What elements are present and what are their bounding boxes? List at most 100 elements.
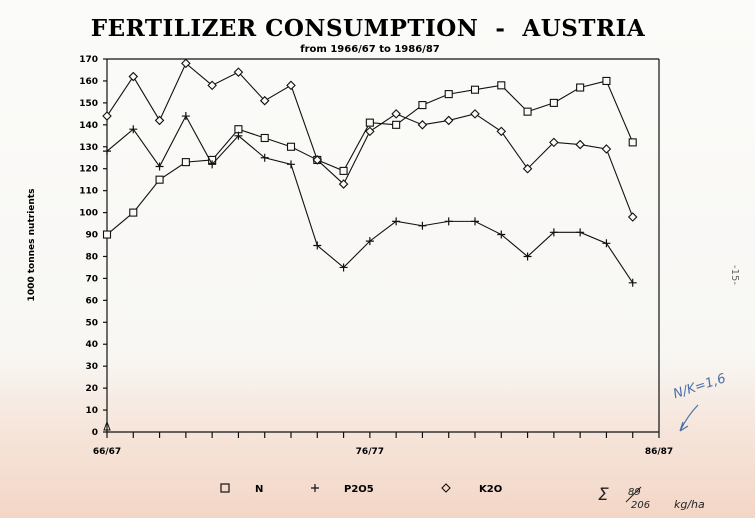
data-point-p2o5 bbox=[339, 263, 348, 272]
data-point-p2o5 bbox=[471, 217, 479, 226]
data-point-k2o bbox=[575, 139, 585, 150]
data-point-p2o5 bbox=[365, 237, 374, 246]
data-point-n bbox=[470, 85, 480, 94]
legend-marker-p2o5 bbox=[311, 484, 319, 492]
y-tick-label: 130 bbox=[79, 143, 98, 153]
data-point-p2o5 bbox=[155, 162, 164, 171]
data-point-p2o5 bbox=[497, 230, 506, 239]
y-tick-label: 60 bbox=[85, 296, 98, 306]
data-point-n bbox=[628, 138, 637, 147]
legend-label-n: N bbox=[255, 484, 263, 495]
handwritten-numerator: 89 bbox=[628, 487, 641, 498]
y-tick-label: 100 bbox=[79, 209, 98, 219]
handwritten-ratio: N/K=1,6 bbox=[672, 371, 728, 402]
handwritten-sum: Σ bbox=[598, 485, 609, 505]
data-point-k2o bbox=[181, 58, 191, 69]
data-point-p2o5 bbox=[313, 241, 322, 250]
y-tick-label: 160 bbox=[79, 77, 98, 87]
data-point-p2o5 bbox=[260, 153, 269, 162]
series-n bbox=[102, 76, 637, 239]
series-p2o5 bbox=[103, 112, 637, 287]
data-point-p2o5 bbox=[129, 125, 138, 134]
data-point-k2o bbox=[601, 144, 612, 154]
y-tick-label: 30 bbox=[85, 362, 98, 372]
data-point-p2o5 bbox=[628, 278, 637, 287]
handwritten-arrow-icon bbox=[679, 404, 699, 432]
y-tick-label: 110 bbox=[79, 187, 98, 197]
y-axis-label: 1000 tonnes nutrients bbox=[27, 189, 37, 302]
series-k2o bbox=[102, 58, 638, 222]
handwritten-denominator: 206 bbox=[631, 500, 650, 511]
data-point-p2o5 bbox=[444, 217, 453, 226]
data-point-k2o bbox=[154, 115, 165, 126]
y-tick-label: 20 bbox=[85, 384, 98, 394]
data-point-p2o5 bbox=[208, 160, 217, 169]
data-point-k2o bbox=[443, 115, 454, 126]
data-point-k2o bbox=[549, 137, 559, 148]
x-tick-label: 86/87 bbox=[645, 447, 673, 457]
chart-title: FERTILIZER CONSUMPTION - AUSTRIA bbox=[91, 15, 646, 42]
data-point-k2o bbox=[102, 111, 112, 121]
handwritten-fraction-bar bbox=[625, 486, 642, 503]
legend-marker-k2o bbox=[441, 483, 451, 493]
legend-marker-n bbox=[220, 483, 230, 493]
data-point-n bbox=[444, 90, 453, 99]
legend-label-k2o: K2O bbox=[479, 484, 502, 495]
data-point-k2o bbox=[207, 80, 217, 91]
data-point-n bbox=[339, 166, 348, 175]
y-tick-label: 80 bbox=[85, 252, 98, 262]
y-tick-label: 170 bbox=[79, 55, 98, 65]
data-point-n bbox=[234, 125, 243, 134]
handwritten-unit: kg/ha bbox=[674, 498, 705, 511]
data-point-n bbox=[286, 142, 296, 151]
x-axis: 66/67 76/77 86/87 bbox=[93, 420, 673, 457]
origin-triangle-icon bbox=[103, 420, 111, 431]
data-point-k2o bbox=[365, 126, 375, 137]
data-point-n bbox=[602, 76, 611, 85]
data-point-k2o bbox=[391, 109, 401, 119]
data-point-p2o5 bbox=[602, 239, 611, 248]
data-point-n bbox=[102, 230, 112, 239]
y-tick-label: 10 bbox=[85, 406, 98, 416]
data-point-n bbox=[523, 107, 532, 116]
legend-label-p2o5: P2O5 bbox=[344, 484, 374, 495]
y-tick-label: 0 bbox=[92, 428, 98, 438]
chart-subtitle: from 1966/67 to 1986/87 bbox=[300, 44, 440, 55]
x-tick-label: 76/77 bbox=[356, 447, 384, 457]
data-point-p2o5 bbox=[523, 252, 532, 261]
y-tick-label: 150 bbox=[79, 99, 98, 109]
series-layer bbox=[102, 58, 638, 287]
y-tick-label: 40 bbox=[85, 340, 98, 350]
y-tick-label: 140 bbox=[79, 121, 98, 131]
data-point-p2o5 bbox=[576, 228, 585, 237]
x-tick-label: 66/67 bbox=[93, 447, 121, 457]
data-point-n bbox=[260, 133, 269, 143]
page-number: -15- bbox=[729, 265, 740, 285]
data-point-n bbox=[129, 208, 138, 217]
y-axis: 0 10 20 30 40 50 60 70 80 90 100 110 120 130 140 150 160… bbox=[79, 55, 660, 438]
data-point-k2o bbox=[522, 163, 533, 174]
data-point-p2o5 bbox=[181, 112, 190, 121]
data-point-n bbox=[418, 101, 427, 110]
handwritten-notes: N/K=1,6 Σ 89 206 kg/ha bbox=[598, 371, 728, 511]
data-point-k2o bbox=[470, 109, 480, 119]
data-point-p2o5 bbox=[287, 160, 295, 169]
y-tick-label: 120 bbox=[79, 165, 98, 175]
data-point-p2o5 bbox=[392, 217, 401, 226]
data-point-n bbox=[497, 81, 506, 90]
data-point-k2o bbox=[627, 212, 638, 222]
data-point-n bbox=[155, 175, 164, 184]
data-point-n bbox=[392, 120, 401, 129]
y-tick-label: 90 bbox=[85, 231, 98, 241]
data-point-k2o bbox=[417, 120, 428, 130]
data-point-p2o5 bbox=[418, 221, 427, 230]
data-point-n bbox=[181, 158, 190, 167]
data-point-k2o bbox=[496, 126, 507, 137]
legend: N P2O5 K2O bbox=[220, 483, 502, 495]
data-point-p2o5 bbox=[234, 131, 243, 140]
data-point-n bbox=[549, 98, 558, 107]
data-point-n bbox=[576, 83, 585, 92]
data-point-k2o bbox=[259, 95, 270, 106]
data-point-k2o bbox=[338, 179, 349, 189]
